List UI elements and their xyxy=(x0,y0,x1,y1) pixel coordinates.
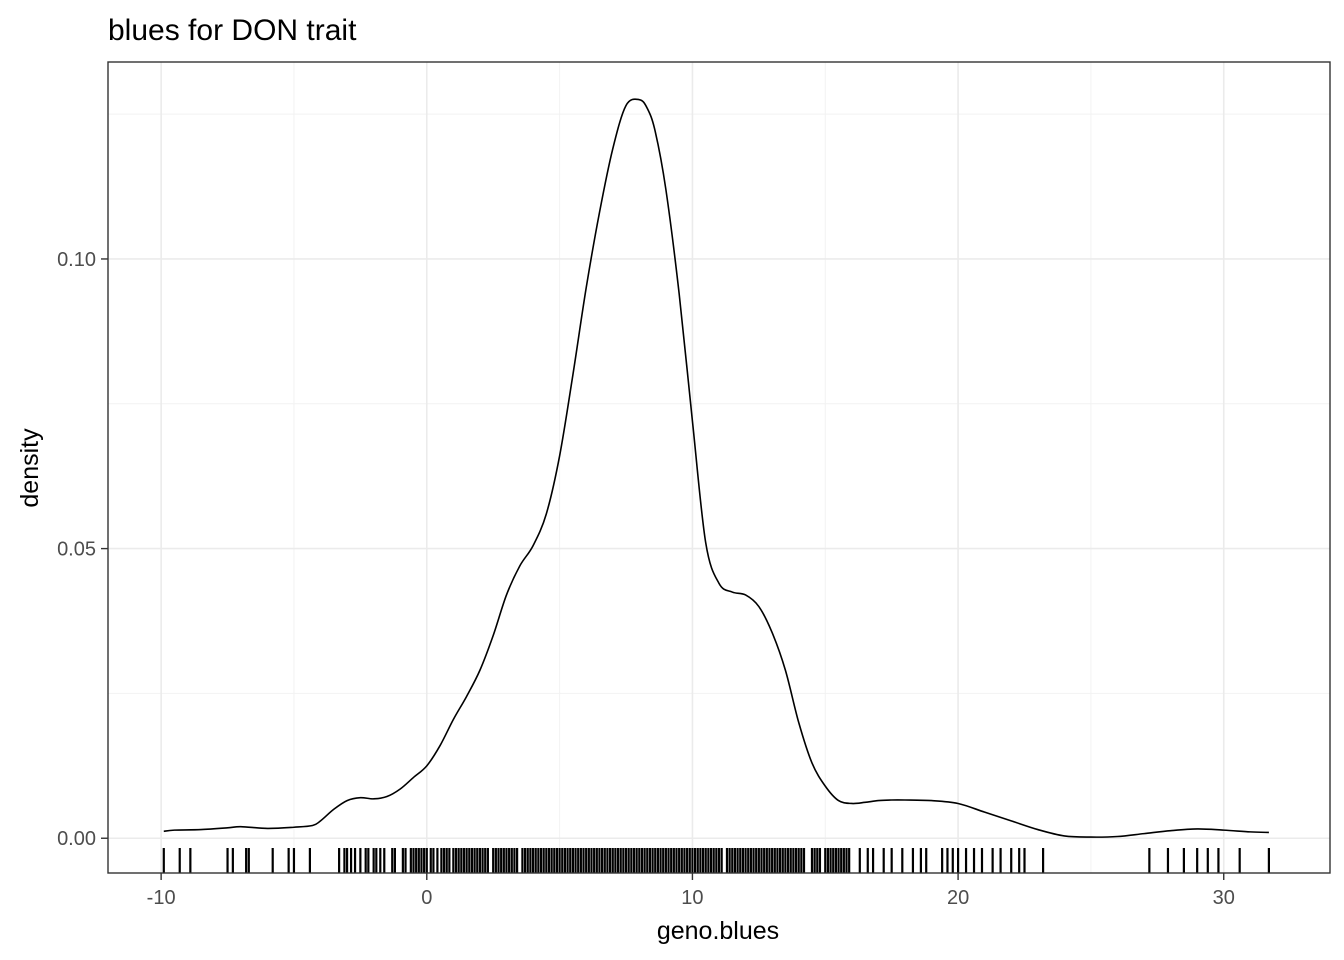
grid-lines xyxy=(108,62,1330,873)
y-tick-label: 0.05 xyxy=(57,539,96,561)
density-line xyxy=(163,98,1269,838)
chart-title: blues for DON trait xyxy=(108,14,357,47)
x-tick-label: 0 xyxy=(421,887,432,909)
x-tick-label: 10 xyxy=(681,887,703,909)
rug-marks xyxy=(162,848,1271,873)
x-tick-label: -10 xyxy=(147,887,176,909)
y-axis-title: density xyxy=(16,428,44,508)
plot-panel xyxy=(107,61,1331,874)
panel-border xyxy=(107,61,1331,874)
y-axis: 0.00 0.05 0.10 xyxy=(57,249,108,850)
x-axis-title: geno.blues xyxy=(657,917,779,945)
x-tick-label: 20 xyxy=(947,887,969,909)
y-tick-label: 0.00 xyxy=(57,828,96,850)
y-tick-label: 0.10 xyxy=(57,249,96,271)
x-axis: -10 0 10 20 30 xyxy=(147,873,1235,909)
x-tick-label: 30 xyxy=(1213,887,1235,909)
